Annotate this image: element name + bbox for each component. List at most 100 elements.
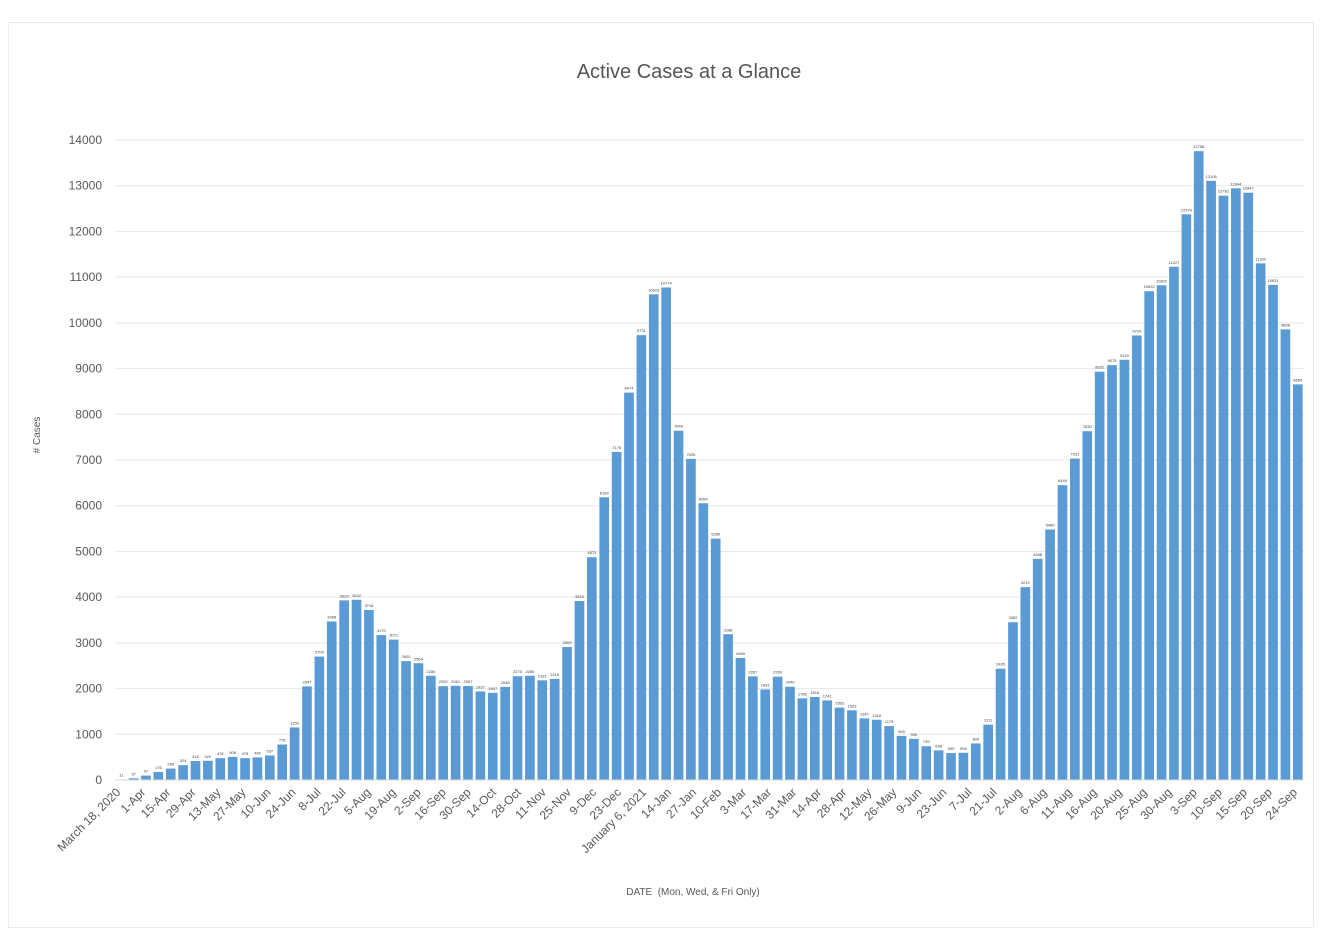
bar-data-label: 2280 (525, 669, 535, 674)
bar (376, 635, 387, 780)
bar-data-label: 2700 (315, 650, 325, 655)
bar (1119, 359, 1130, 780)
bar (562, 647, 572, 780)
bar-data-label: 2270 (513, 669, 523, 674)
bar (215, 758, 226, 780)
y-axis-label: # Cases (32, 417, 43, 454)
bar-data-label: 9724 (1132, 328, 1142, 333)
bar-data-label: 10822 (1156, 278, 1168, 283)
bar (190, 760, 201, 780)
bar-data-label: 9731 (637, 328, 647, 333)
bar-data-label: 739 (923, 739, 930, 744)
bar (1268, 284, 1278, 780)
bar-data-label: 3929 (340, 593, 350, 598)
bar (1243, 192, 1254, 780)
bar (364, 610, 374, 780)
bar (240, 758, 250, 780)
y-tick-label: 2000 (75, 682, 102, 696)
bar (141, 775, 151, 780)
bar (1032, 558, 1043, 780)
bar (326, 621, 337, 780)
bar (1218, 195, 1229, 781)
bar (1156, 285, 1167, 780)
bar-data-label: 1937 (476, 684, 486, 689)
bar (1070, 458, 1080, 780)
bar (314, 656, 325, 780)
bar (512, 676, 523, 780)
bar (698, 503, 709, 780)
bar-data-label: 2181 (538, 673, 548, 678)
bar (277, 744, 288, 780)
bar (1255, 263, 1266, 781)
bar (203, 760, 213, 780)
bar-data-label: 3942 (352, 593, 362, 598)
bar-data-label: 2909 (563, 640, 573, 645)
bar-data-label: 648 (935, 743, 942, 748)
bar-data-label: 10623 (648, 287, 660, 292)
bar-data-label: 1525 (847, 703, 857, 708)
bar-data-label: 11 (119, 773, 124, 778)
bar (822, 700, 832, 780)
bar-data-label: 10692 (1144, 284, 1156, 289)
bar (165, 768, 176, 780)
bar (624, 392, 634, 780)
x-axis-label: DATE (Mon, Wed, & Fri Only) (626, 887, 760, 898)
bar (785, 686, 795, 780)
bar-data-label: 495 (254, 750, 261, 755)
bar-data-label: 4873 (587, 550, 597, 555)
bar (178, 765, 188, 780)
bar-data-label: 1150 (290, 720, 299, 725)
bar (388, 639, 399, 780)
bar-data-label: 2036 (501, 680, 511, 685)
bar-data-label: 2554 (414, 656, 424, 661)
y-axis-ticks: 0 1000 2000 3000 4000 5000 6000 7000 8000 9000 100… (69, 133, 103, 787)
bar (772, 676, 783, 780)
bar-data-label: 2669 (736, 651, 746, 656)
bar-data-label: 8932 (1095, 365, 1105, 370)
bar (1292, 384, 1303, 780)
bar-data-label: 3718 (364, 603, 374, 608)
bar-data-label: 1211 (984, 718, 993, 723)
bar-data-label: 2040 (786, 680, 796, 685)
y-tick-label: 3000 (75, 636, 102, 650)
bar-data-label: 800 (972, 736, 979, 741)
bar-data-labels: 11 37 97 176 250 324 416 420 478 506 478 495 537 776 1… (119, 144, 1303, 777)
bar-data-label: 478 (242, 751, 249, 756)
bar-data-label: 3468 (327, 614, 337, 619)
bar (896, 735, 907, 780)
chart-frame (8, 22, 1314, 928)
bar (1193, 151, 1204, 780)
x-tick-label: 21-Jul (967, 785, 1000, 818)
bar-data-label: 478 (217, 751, 224, 756)
bar (723, 634, 733, 780)
bar-data-label: 8654 (1293, 377, 1303, 382)
bar (1169, 266, 1179, 780)
y-tick-label: 13000 (69, 179, 103, 193)
bar-data-label: 13106 (1206, 174, 1218, 179)
bar (970, 743, 981, 780)
bar (884, 726, 894, 780)
bar (128, 778, 139, 780)
bar (599, 497, 610, 780)
bar (648, 294, 659, 780)
bar (1045, 529, 1055, 780)
bar-data-label: 2057 (464, 679, 474, 684)
x-tick-label: March 18, 2020 (54, 785, 123, 854)
bar-data-label: 1583 (835, 701, 845, 706)
bar-data-label: 595 (960, 746, 967, 751)
bar-data-label: 4219 (1021, 580, 1031, 585)
bar (933, 750, 944, 780)
bar-data-label: 776 (279, 738, 286, 743)
bar (797, 698, 808, 780)
bar (921, 746, 932, 780)
bar-data-label: 13756 (1193, 144, 1205, 149)
bar-data-label: 9075 (1108, 358, 1118, 363)
bar-data-label: 420 (205, 754, 212, 759)
bar (995, 668, 1006, 780)
bar-data-label: 3188 (724, 627, 734, 632)
y-tick-label: 14000 (69, 133, 103, 147)
bar-data-label: 1816 (810, 690, 820, 695)
bar-data-label: 11227 (1169, 260, 1181, 265)
bar (438, 686, 449, 780)
